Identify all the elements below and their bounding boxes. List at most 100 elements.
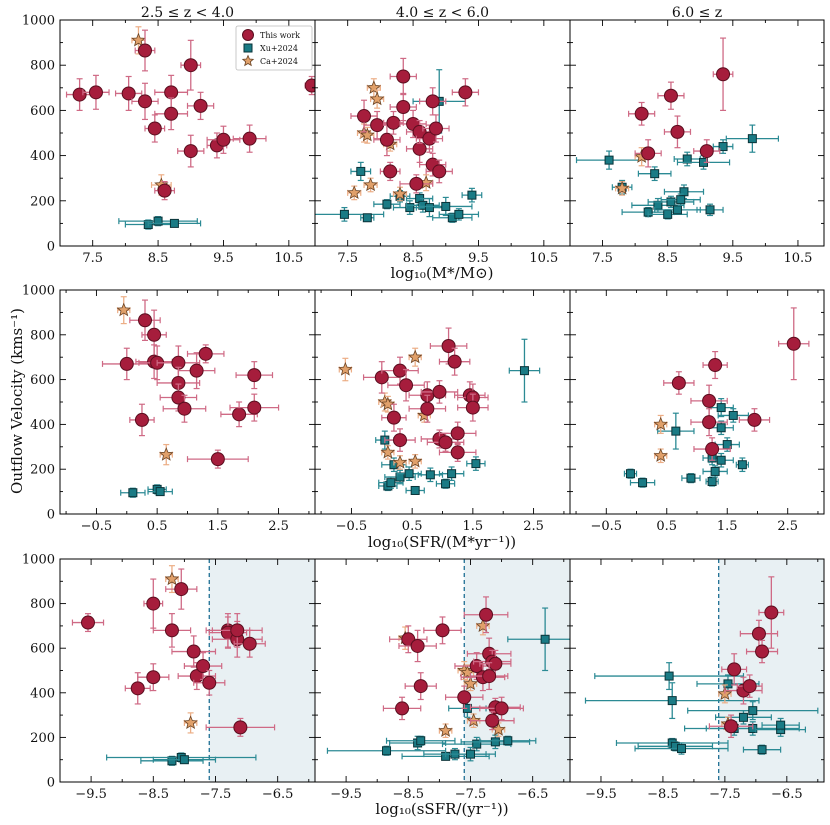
point-xu2024 [716,403,726,413]
point-this-work [428,121,443,136]
y-tick-label: 0 [47,776,55,791]
point-xu2024 [667,696,677,706]
point-xu2024 [666,197,676,207]
point-xu2024 [686,473,696,483]
point-xu2024 [471,459,481,469]
panel-r3-c3: −9.5 −8.5 −7.5 −6.5 [569,558,825,802]
point-xu2024 [441,479,451,489]
point-xu2024 [404,469,414,479]
point-ca2024 [347,185,362,199]
point-ca2024 [408,349,423,364]
legend-label: This work [260,31,300,40]
x-tick-label: −9.5 [330,787,362,802]
panel-title: 6.0 ≤ z [672,5,722,21]
x-tick-label: 9.5 [722,251,743,266]
x-tick-label: 8.5 [657,251,678,266]
point-this-work [232,407,247,422]
point-this-work [183,144,198,159]
x-tick-label: −9.5 [75,787,107,802]
point-ca2024 [360,127,375,142]
point-ca2024 [380,444,396,459]
point-this-work [494,701,509,716]
legend-label: Ca+2024 [260,57,298,66]
point-this-work [198,346,213,361]
data-points [575,37,780,220]
point-this-work [72,87,87,102]
point-xu2024 [671,426,681,436]
point-this-work [641,146,656,161]
point-xu2024 [441,201,451,211]
point-this-work [438,435,453,450]
point-ca2024 [438,723,453,737]
panel-r3-c1: −9.5 −8.5 −7.5 −6.5 0 200 400 600 800 1000 [22,553,316,802]
point-this-work [202,675,217,690]
legend-marker-this-work [242,29,254,41]
point-this-work [119,356,134,371]
point-ca2024 [408,453,423,468]
point-xu2024 [339,209,349,219]
point-this-work [412,141,427,156]
point-this-work [670,124,685,139]
y-tick-label: 800 [30,597,55,612]
data-points [71,565,276,766]
x-tick-label: −8.5 [647,787,679,802]
point-this-work [479,607,494,622]
point-ca2024 [380,396,396,411]
point-this-work [177,401,192,416]
point-xu2024 [382,746,392,756]
point-this-work [147,121,162,136]
point-this-work [370,118,385,133]
x-axis-title: log₁₀(sSFR/(yr⁻¹)) [375,800,508,818]
point-this-work [138,43,152,58]
point-xu2024 [664,671,674,681]
data-points [338,327,541,495]
point-this-work [409,176,424,191]
x-tick-label: 0.5 [402,519,423,534]
point-this-work [247,368,262,383]
data-points [65,26,315,230]
x-tick-label: 1.5 [208,519,229,534]
point-ca2024 [392,186,408,201]
point-this-work [396,100,411,115]
point-this-work [230,623,245,638]
x-tick-label: 7.5 [82,251,103,266]
x-tick-label: 7.5 [337,251,358,266]
x-tick-label: −0.5 [81,519,113,534]
point-this-work [121,86,136,101]
y-tick-label: 400 [30,149,55,164]
point-this-work [193,98,208,113]
point-xu2024 [386,478,396,488]
x-tick-label: 1.5 [463,519,484,534]
y-tick-label: 200 [30,194,55,209]
point-this-work [210,452,225,467]
point-this-work [304,78,315,93]
data-points [326,596,570,762]
point-xu2024 [405,203,415,213]
y-tick-label: 0 [47,508,55,523]
point-xu2024 [737,460,747,470]
panel-title: 4.0 ≤ z < 6.0 [396,5,489,21]
data-points [315,57,483,223]
point-xu2024 [650,169,660,179]
point-xu2024 [625,469,635,479]
panel-r1-c3: 7.5 8.5 9.5 10.5 6.0 ≤ z [569,5,825,266]
point-xu2024 [716,423,726,433]
x-tick-label: 9.5 [213,251,234,266]
point-this-work [425,94,440,109]
x-tick-label: −6.5 [517,787,549,802]
point-xu2024 [155,487,165,497]
x-tick-label: 9.5 [468,251,489,266]
point-ca2024 [463,676,478,690]
legend-label: Xu+2024 [260,44,298,53]
point-this-work [134,412,149,427]
panel-frame [314,19,571,247]
point-this-work [379,132,394,147]
point-this-work [727,662,742,677]
point-ca2024 [159,447,174,461]
point-this-work [488,656,503,671]
point-xu2024 [424,203,434,213]
x-tick-label: 0.5 [656,519,677,534]
point-xu2024 [447,469,457,479]
y-tick-label: 600 [30,642,55,657]
